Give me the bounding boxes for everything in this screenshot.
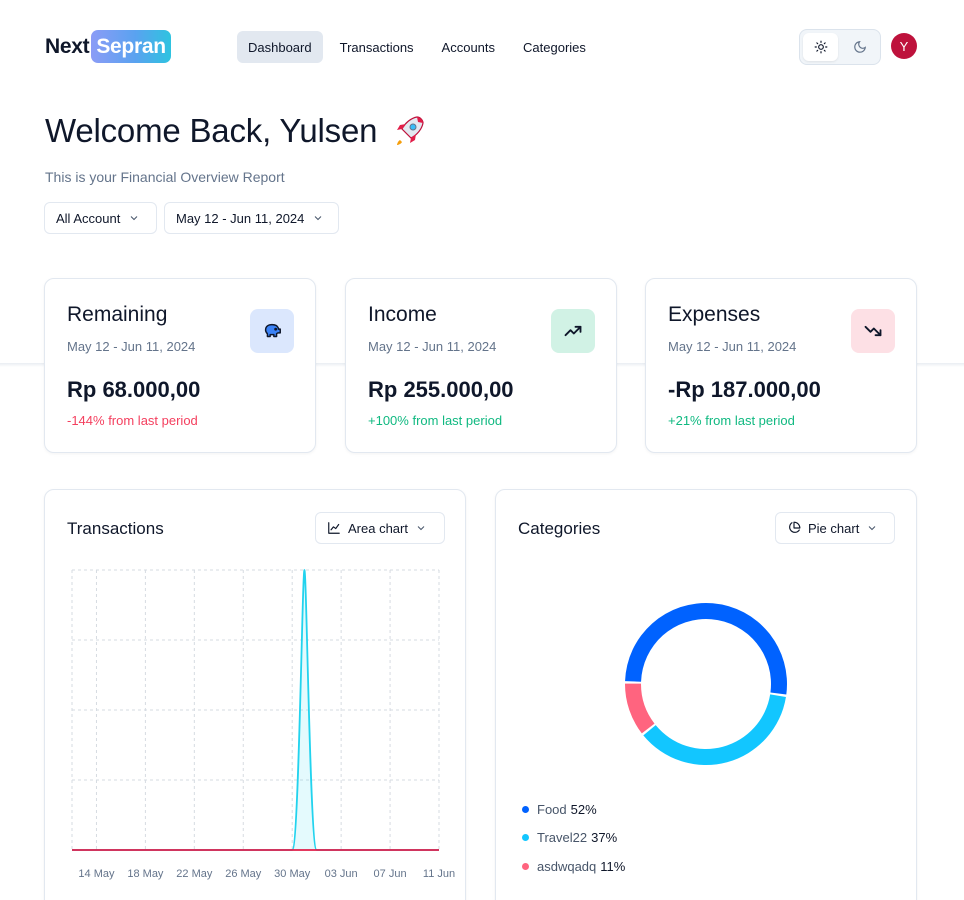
x-tick-label: 30 May [274, 868, 311, 880]
logo-text-sepran: Sepran [91, 30, 171, 63]
remaining-card: Remaining May 12 - Jun 11, 2024 Rp 68.00… [44, 278, 316, 453]
nav-transactions[interactable]: Transactions [339, 39, 414, 55]
card-change: -144% from last period [67, 413, 198, 428]
legend-label: Travel22 [537, 830, 588, 846]
chart-grid [71, 569, 440, 851]
chart-type-select[interactable]: Pie chart [775, 512, 895, 544]
chart-type-label: Area chart [348, 520, 408, 536]
main-nav: Dashboard Transactions Accounts Categori… [237, 31, 603, 63]
trending-up-icon [551, 309, 595, 353]
dark-mode-button[interactable] [842, 33, 877, 61]
card-change: +21% from last period [668, 413, 795, 428]
theme-toggle [799, 29, 881, 65]
x-tick-label: 26 May [225, 868, 262, 880]
area-chart-icon [328, 522, 340, 534]
panel-title: Transactions [67, 519, 164, 538]
legend-percent: 37% [591, 830, 618, 846]
card-value: Rp 255.000,00 [368, 377, 514, 402]
expenses-card: Expenses May 12 - Jun 11, 2024 -Rp 187.0… [645, 278, 917, 453]
x-tick-label: 03 Jun [325, 868, 358, 880]
x-tick-label: 18 May [127, 868, 164, 880]
nav-categories[interactable]: Categories [523, 39, 586, 55]
x-tick-label: 07 Jun [374, 868, 407, 880]
legend-percent: 52% [570, 801, 597, 817]
rocket-icon [397, 116, 424, 145]
piggy-bank-icon [250, 309, 294, 353]
chart-type-label: Pie chart [808, 520, 860, 536]
legend-swatch [522, 834, 529, 842]
moon-icon [853, 41, 866, 53]
logo-text-next: Next [45, 34, 90, 58]
avatar[interactable]: Y [891, 33, 917, 59]
x-tick-label: 14 May [78, 868, 115, 880]
x-tick-label: 22 May [176, 868, 213, 880]
card-value: Rp 68.000,00 [67, 377, 201, 402]
logo[interactable]: Next Sepran [45, 30, 171, 63]
light-mode-button[interactable] [803, 33, 838, 61]
date-range-filter[interactable]: May 12 - Jun 11, 2024 [164, 202, 339, 234]
card-change: +100% from last period [368, 413, 503, 428]
card-date: May 12 - Jun 11, 2024 [368, 339, 497, 354]
pie-slice-asdwqadq[interactable] [625, 683, 655, 734]
panel-title: Categories [518, 519, 601, 538]
account-filter[interactable]: All Account [44, 202, 157, 234]
sun-icon [814, 40, 827, 54]
income-card: Income May 12 - Jun 11, 2024 Rp 255.000,… [345, 278, 617, 453]
legend-swatch [522, 805, 529, 813]
pie-chart-icon [789, 521, 801, 533]
page-subtitle: This is your Financial Overview Report [45, 169, 285, 185]
card-title: Remaining [67, 303, 168, 326]
welcome-text: Welcome Back, Yulsen [45, 112, 378, 149]
nav-accounts[interactable]: Accounts [441, 39, 496, 55]
pie-slice-travel22[interactable] [643, 694, 786, 765]
card-date: May 12 - Jun 11, 2024 [67, 339, 196, 354]
page-title: Welcome Back, Yulsen [45, 112, 427, 150]
legend-item: Travel22 37% [522, 824, 625, 853]
legend-item: Food 52% [522, 795, 625, 824]
chevron-down-icon [315, 216, 322, 221]
card-value: -Rp 187.000,00 [668, 377, 821, 402]
legend-label: Food [537, 801, 567, 817]
legend-item: asdwqadq 11% [522, 852, 625, 881]
date-range-value: May 12 - Jun 11, 2024 [176, 210, 305, 226]
card-date: May 12 - Jun 11, 2024 [668, 339, 797, 354]
series-income-line [72, 569, 439, 851]
chevron-down-icon [130, 216, 138, 221]
pie-slice-food[interactable] [625, 603, 787, 695]
account-filter-value: All Account [56, 210, 121, 226]
card-title: Income [368, 303, 437, 326]
chevron-down-icon [417, 526, 425, 531]
top-navigation: Next Sepran Dashboard Transactions Accou… [0, 0, 964, 92]
nav-dashboard[interactable]: Dashboard [237, 31, 323, 63]
transactions-panel: Transactions Area chart 14 May 18 May 22 M… [44, 489, 466, 900]
chevron-down-icon [868, 526, 876, 531]
trending-down-icon [851, 309, 895, 353]
legend-label: asdwqadq [537, 858, 597, 874]
categories-donut-chart [625, 603, 787, 765]
legend-swatch [522, 862, 529, 870]
x-tick-label: 11 Jun [423, 868, 455, 880]
chart-legend: Food 52% Travel22 37% asdwqadq 11% [522, 795, 625, 881]
transactions-area-chart: 14 May 18 May 22 May 26 May 30 May 03 Jun 07 J… [71, 569, 455, 880]
chart-type-select[interactable]: Area chart [315, 512, 445, 544]
legend-percent: 11% [600, 858, 626, 874]
card-title: Expenses [668, 303, 761, 326]
categories-panel: Categories Pie chart Food 52% Travel22 37% a… [495, 489, 917, 900]
